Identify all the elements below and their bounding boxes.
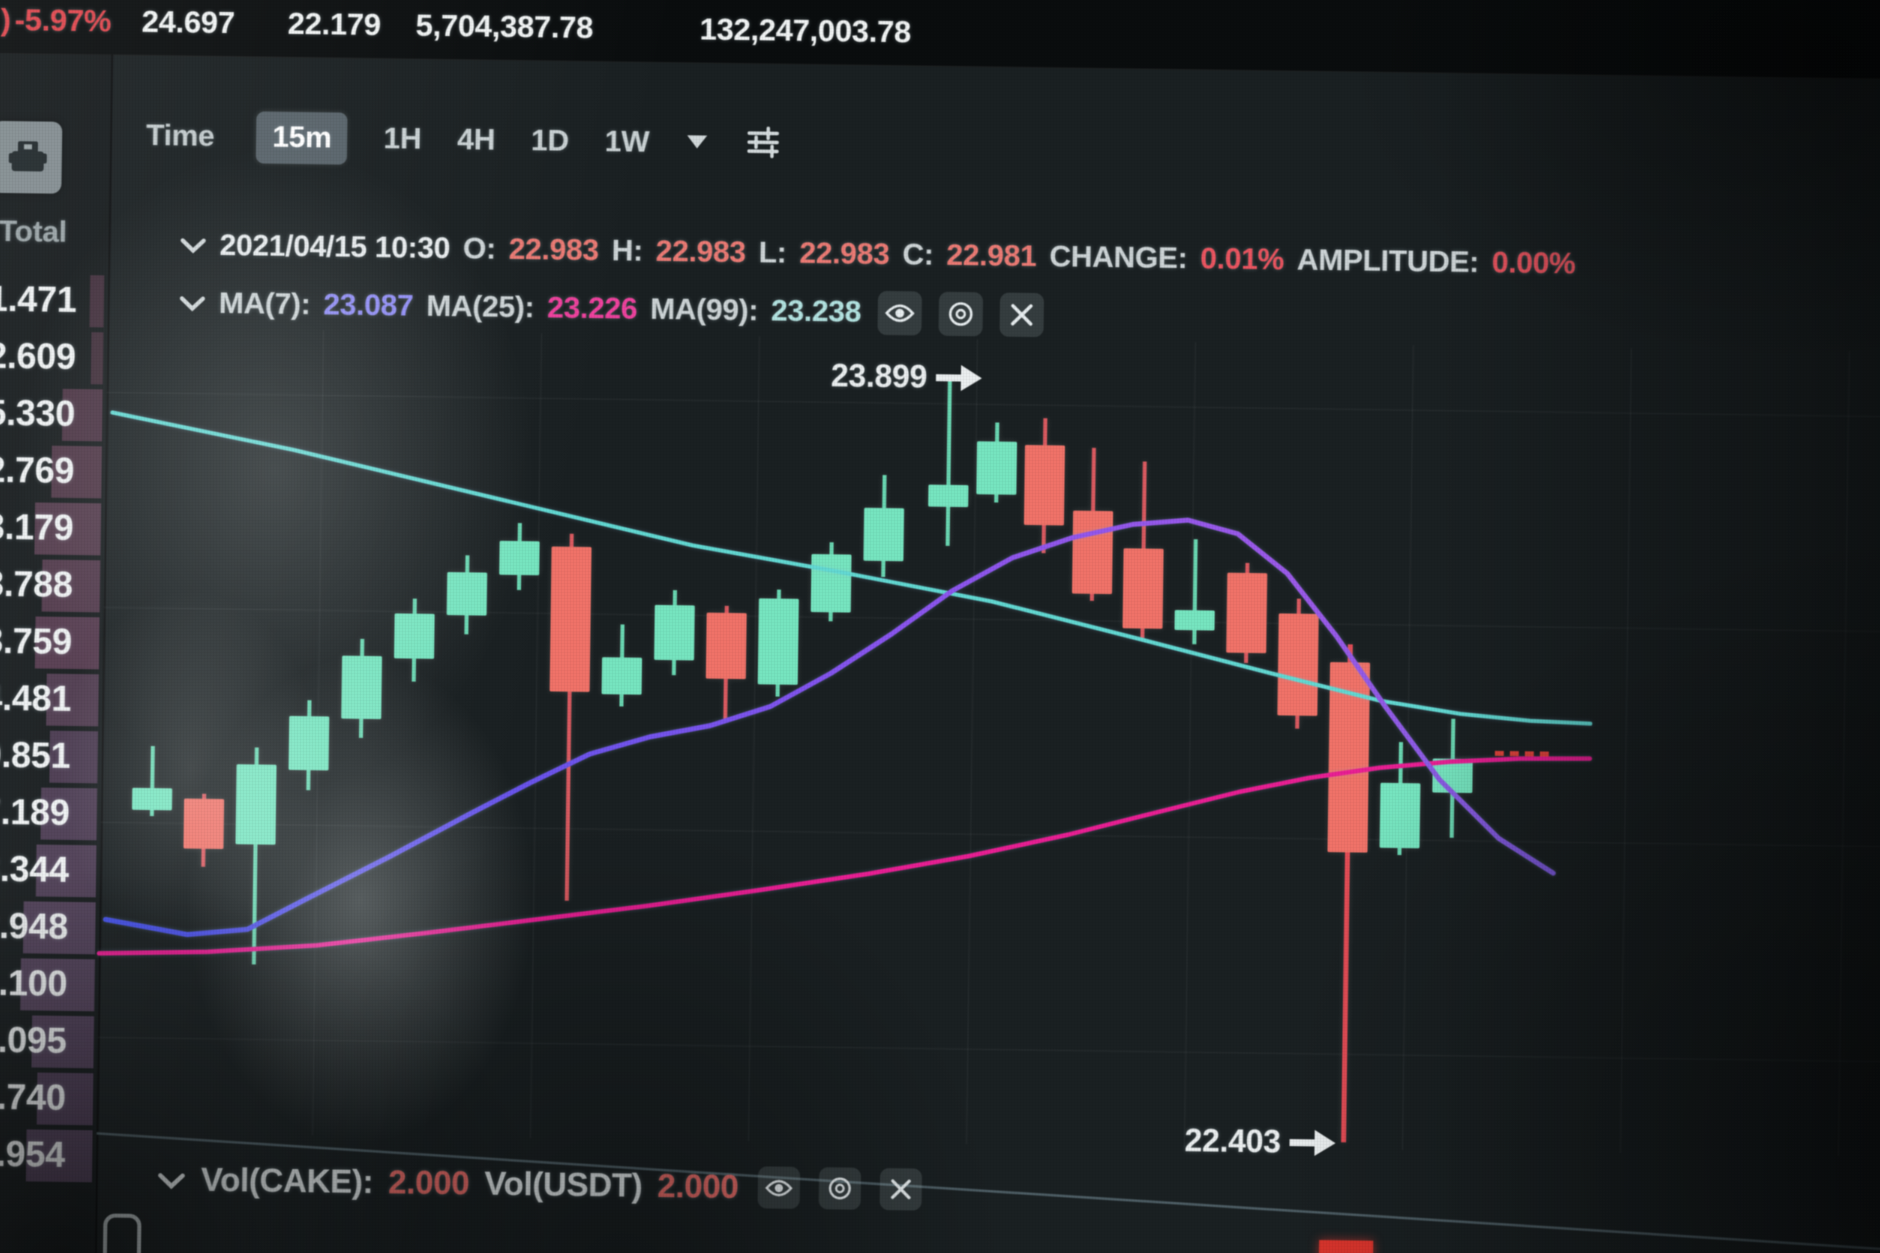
candle-up — [601, 657, 643, 695]
volume-settings-button[interactable] — [818, 1167, 861, 1210]
candle-up — [928, 484, 969, 508]
candle-up — [499, 540, 540, 576]
candle-up — [235, 764, 277, 845]
candle-up — [1379, 782, 1421, 849]
eye-icon — [764, 1179, 793, 1196]
candles-group — [131, 376, 1473, 1143]
candle-down — [549, 546, 592, 692]
right-arrow-icon — [935, 364, 982, 391]
candle-down — [1226, 572, 1268, 654]
candle-down — [183, 798, 225, 850]
settings-target-icon — [828, 1177, 851, 1200]
low-price-annotation: 22.403 — [1184, 1122, 1336, 1161]
candle-up — [131, 787, 173, 811]
high-price-text: 23.899 — [830, 357, 928, 395]
candle-down — [1023, 444, 1065, 526]
volume-bar — [1318, 1239, 1374, 1253]
clipped-ui-glyph — [102, 1213, 142, 1253]
candle-up — [976, 441, 1018, 495]
candle-up — [810, 554, 852, 613]
candle-up — [863, 507, 905, 562]
moving-average-lines — [96, 410, 1593, 956]
high-price-annotation: 23.899 — [831, 357, 983, 396]
collapse-chevron-down-icon[interactable] — [157, 1160, 187, 1198]
volume-close-button[interactable] — [879, 1168, 922, 1211]
candle-up — [654, 604, 695, 661]
candle-up — [757, 598, 799, 685]
candle-down — [705, 612, 747, 680]
low-price-text: 22.403 — [1184, 1122, 1281, 1160]
candle-down — [1277, 613, 1319, 716]
candle-up — [288, 715, 330, 771]
vol-base-label: Vol(CAKE): — [200, 1160, 374, 1201]
candle-down — [1072, 510, 1114, 595]
volume-visibility-eye-button[interactable] — [757, 1166, 800, 1209]
candle-down — [1122, 548, 1164, 629]
candle-up — [394, 613, 435, 659]
candle-up — [1174, 609, 1215, 631]
right-arrow-icon — [1289, 1129, 1336, 1156]
vol-base-value: 2.000 — [388, 1163, 470, 1202]
last-price-dash — [1494, 750, 1550, 757]
vol-quote-value: 2.000 — [657, 1166, 739, 1206]
close-x-icon — [890, 1179, 911, 1200]
candle-up — [341, 655, 383, 720]
vol-quote-label: Vol(USDT) — [484, 1164, 643, 1204]
candle-up — [446, 572, 488, 616]
